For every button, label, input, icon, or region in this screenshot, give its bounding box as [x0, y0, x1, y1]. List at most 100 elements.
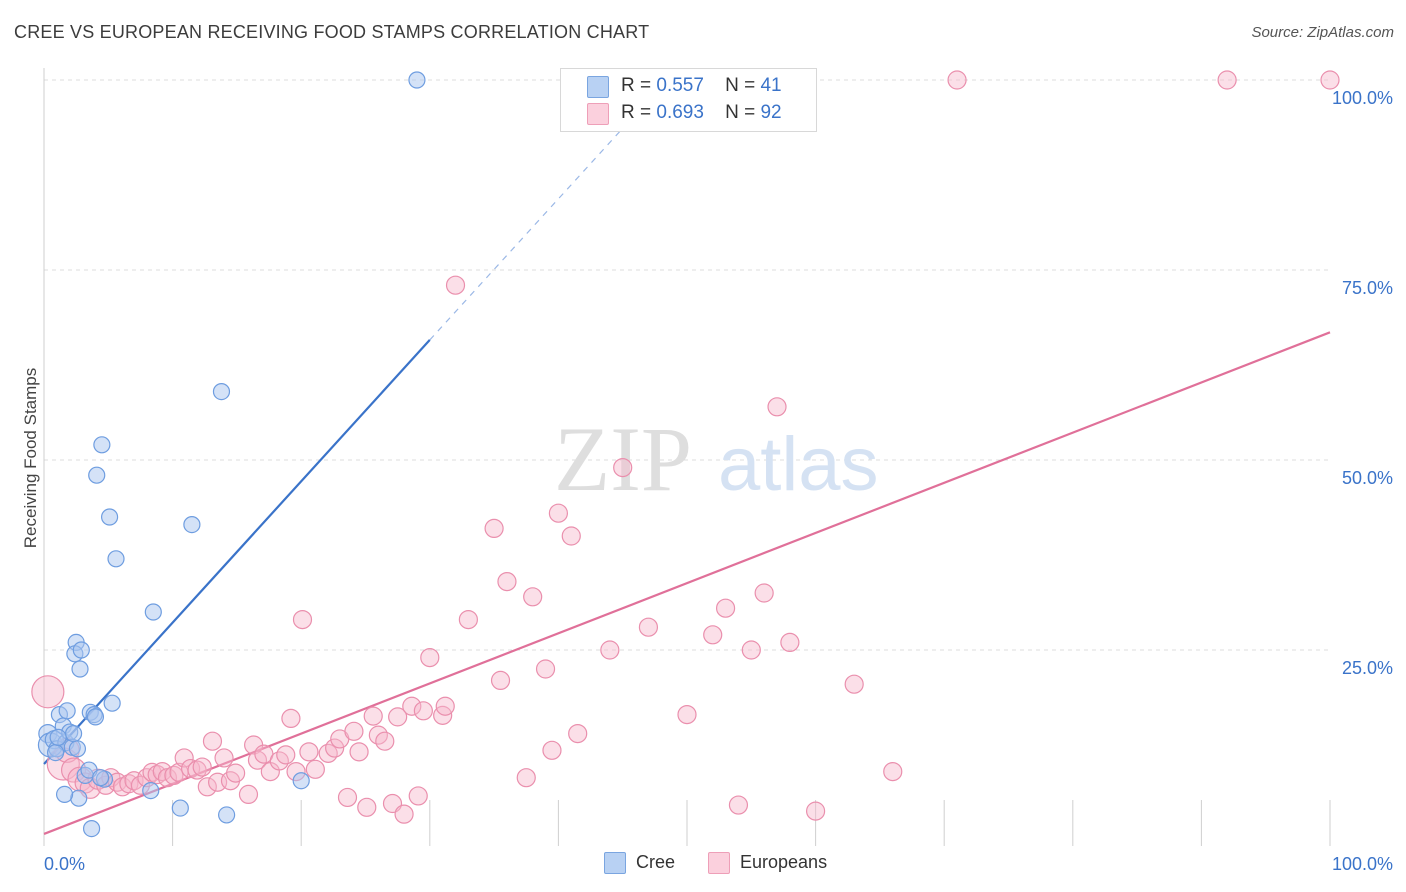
- europeans-point: [420, 647, 440, 668]
- europeans-point: [197, 777, 217, 797]
- europeans-point: [677, 704, 697, 725]
- y-tick-label: 50.0%: [1342, 468, 1393, 488]
- y-tick-label: 75.0%: [1342, 278, 1393, 298]
- cree-point: [144, 603, 162, 621]
- x-tick-label-max: 100.0%: [1332, 854, 1393, 874]
- europeans-point: [276, 745, 296, 765]
- cree-swatch: [587, 76, 609, 98]
- europeans-point: [1217, 70, 1237, 90]
- y-tick-label: 25.0%: [1342, 658, 1393, 678]
- europeans-point: [388, 707, 408, 727]
- cree-trend-extension: [429, 113, 637, 341]
- europeans-point: [318, 743, 338, 763]
- cree-point: [71, 660, 89, 678]
- cree-point: [93, 436, 111, 454]
- cree-point: [212, 383, 231, 401]
- europeans-point: [535, 659, 556, 679]
- europeans-point: [164, 765, 184, 786]
- europeans-point: [458, 609, 478, 630]
- y-axis-label: Receiving Food Stamps: [21, 368, 40, 548]
- y-tick-label: 100.0%: [1332, 88, 1393, 108]
- cree-points: [37, 71, 426, 838]
- cree-n-label: N =: [725, 75, 756, 96]
- cree-point: [142, 781, 160, 800]
- europeans-r-value: 0.693: [656, 102, 704, 123]
- europeans-point: [226, 763, 246, 783]
- europeans-point: [187, 760, 207, 780]
- cree-point: [86, 708, 105, 726]
- x-tick-label-min: 0.0%: [44, 854, 85, 874]
- europeans-point: [413, 701, 433, 721]
- europeans-point: [741, 640, 761, 660]
- cree-r-label: R =: [621, 75, 652, 96]
- cree-point: [46, 743, 65, 762]
- cree-point: [292, 772, 310, 790]
- cree-point: [68, 740, 87, 758]
- europeans-point: [715, 598, 736, 618]
- cree-n-value: 41: [760, 75, 782, 96]
- europeans-point: [805, 801, 826, 821]
- europeans-point: [613, 458, 633, 478]
- europeans-point: [780, 632, 800, 653]
- europeans-point: [484, 518, 504, 539]
- europeans-point: [349, 742, 369, 762]
- europeans-point: [767, 397, 787, 417]
- watermark: ZIP atlas: [554, 408, 879, 510]
- europeans-point: [497, 571, 517, 592]
- europeans-point: [435, 696, 455, 716]
- europeans-point: [542, 740, 562, 760]
- europeans-point: [883, 761, 903, 782]
- europeans-point: [638, 617, 659, 637]
- europeans-point: [202, 731, 223, 751]
- trend-lines: [43, 113, 1331, 835]
- europeans-n-label: N =: [725, 102, 756, 123]
- europeans-point: [192, 757, 212, 777]
- cree-point: [70, 789, 88, 807]
- europeans-swatch: [587, 103, 609, 125]
- europeans-legend-swatch: [708, 852, 730, 874]
- europeans-point: [561, 526, 581, 546]
- europeans-point: [394, 804, 414, 824]
- europeans-point: [568, 723, 588, 744]
- tick-labels: 25.0% 50.0% 75.0% 100.0% 0.0% 100.0%: [44, 88, 1393, 874]
- cree-point: [408, 71, 426, 89]
- europeans-point: [344, 721, 364, 741]
- europeans-point: [844, 674, 864, 694]
- europeans-point: [238, 784, 259, 805]
- europeans-point: [947, 70, 967, 90]
- cree-point: [49, 728, 67, 747]
- europeans-point: [516, 768, 536, 788]
- europeans-point: [703, 625, 723, 645]
- cree-point: [58, 702, 76, 720]
- europeans-point: [281, 708, 301, 729]
- cree-point: [183, 515, 201, 534]
- correlation-legend: R = 0.557 N = 41 R = 0.693 N = 92: [560, 68, 817, 132]
- europeans-point: [357, 797, 377, 817]
- europeans-point: [325, 738, 345, 758]
- europeans-point: [600, 640, 620, 660]
- europeans-point: [375, 731, 395, 751]
- cree-r-value: 0.557: [656, 75, 704, 96]
- europeans-point: [152, 761, 172, 782]
- europeans-point: [31, 675, 65, 709]
- europeans-point: [523, 587, 543, 607]
- europeans-point: [445, 275, 466, 295]
- europeans-point: [728, 795, 749, 815]
- cree-point: [218, 806, 236, 824]
- europeans-point: [754, 583, 774, 603]
- cree-point: [64, 724, 83, 743]
- cree-point: [103, 694, 121, 712]
- europeans-point: [408, 786, 428, 806]
- europeans-point: [337, 787, 358, 808]
- europeans-n-value: 92: [760, 102, 782, 123]
- europeans-point: [548, 503, 569, 523]
- europeans-point: [299, 742, 319, 762]
- europeans-trend-line: [43, 331, 1331, 835]
- watermark-atlas: atlas: [718, 422, 879, 507]
- europeans-legend-label: Europeans: [740, 852, 828, 872]
- cree-legend-label: Cree: [636, 852, 676, 872]
- europeans-point: [292, 609, 313, 630]
- cree-trend-line: [43, 339, 431, 765]
- chart-title: CREE VS EUROPEAN RECEIVING FOOD STAMPS C…: [14, 22, 650, 42]
